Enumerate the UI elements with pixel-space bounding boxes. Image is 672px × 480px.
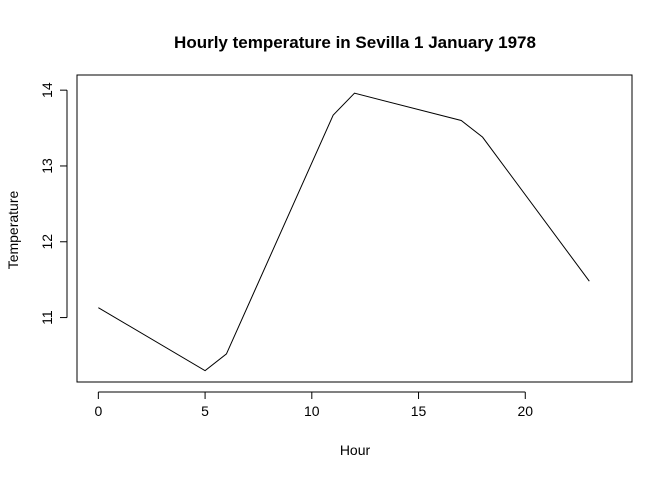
chart-title: Hourly temperature in Sevilla 1 January … [174,33,536,52]
y-tick-label: 14 [39,82,55,98]
x-tick-label: 0 [94,403,102,419]
x-tick-label: 20 [517,403,533,419]
x-axis: 0 5 10 15 20 [94,391,533,419]
x-tick-label: 10 [304,403,320,419]
y-axis: 11 12 13 14 [39,82,68,325]
x-tick-label: 5 [201,403,209,419]
x-axis-label: Hour [340,442,371,458]
x-tick-label: 15 [411,403,427,419]
y-tick-label: 11 [39,310,55,325]
y-tick-label: 13 [39,158,55,174]
plot-frame [76,74,633,383]
y-tick-label: 12 [39,234,55,250]
series-line [98,92,590,372]
y-axis-label: Temperature [5,190,21,269]
